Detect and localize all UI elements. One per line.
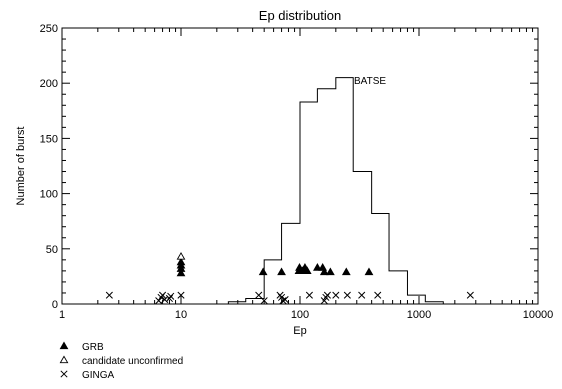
candidate-unconfirmed-point bbox=[176, 252, 186, 260]
ginga-point bbox=[157, 293, 165, 301]
x-tick-label: 10000 bbox=[523, 309, 554, 321]
grb-point bbox=[326, 267, 335, 276]
x-axis: 1 10 100 1000 10000 bbox=[59, 28, 553, 321]
ginga-point bbox=[279, 297, 287, 305]
ginga-point bbox=[177, 291, 185, 299]
grb-point bbox=[313, 263, 322, 271]
y-tick-label: 250 bbox=[40, 23, 58, 35]
x-tick-label: 10 bbox=[175, 309, 187, 321]
batse-histogram bbox=[227, 77, 462, 305]
y-axis: 0 50 100 150 200 250 bbox=[40, 23, 538, 311]
chart-title: Ep distribution bbox=[259, 8, 341, 23]
y-tick-label: 200 bbox=[40, 78, 58, 90]
ginga-point bbox=[155, 297, 163, 305]
grb-point bbox=[302, 266, 312, 275]
y-tick-label: 100 bbox=[40, 189, 58, 201]
ginga-point bbox=[332, 291, 340, 299]
ginga-point bbox=[159, 291, 167, 299]
grb-legend-marker bbox=[59, 341, 69, 350]
ginga-point bbox=[165, 294, 174, 303]
ginga-point bbox=[167, 292, 175, 300]
ginga-legend-label: GINGA bbox=[82, 370, 115, 381]
grb-legend-label: GRB bbox=[82, 342, 104, 353]
ginga-point bbox=[255, 291, 263, 299]
ginga-legend-marker bbox=[60, 370, 68, 378]
legend: GRB candidate unconfirmed GINGA bbox=[59, 341, 183, 381]
ginga-point bbox=[305, 291, 313, 299]
ginga-point bbox=[358, 291, 366, 299]
y-axis-label: Number of burst bbox=[15, 127, 27, 206]
ginga-point bbox=[105, 291, 113, 299]
ginga-point bbox=[374, 291, 382, 299]
data-markers bbox=[105, 252, 474, 305]
grb-point bbox=[176, 257, 186, 266]
y-tick-label: 150 bbox=[40, 133, 58, 145]
grb-point bbox=[176, 268, 186, 277]
candidate-unconfirmed-legend-label: candidate unconfirmed bbox=[82, 356, 183, 367]
batse-annotation: BATSE bbox=[354, 76, 386, 87]
x-tick-label: 1000 bbox=[407, 309, 431, 321]
ginga-point bbox=[343, 291, 351, 299]
x-tick-label: 100 bbox=[291, 309, 309, 321]
candidate-unconfirmed-legend-marker bbox=[59, 355, 69, 364]
ginga-point bbox=[260, 297, 268, 305]
grb-point bbox=[258, 267, 268, 276]
y-tick-label: 50 bbox=[46, 244, 58, 256]
grb-point bbox=[319, 267, 329, 276]
grb-point bbox=[277, 267, 286, 276]
grb-point bbox=[364, 267, 374, 276]
ginga-point bbox=[281, 296, 289, 304]
grb-point bbox=[341, 267, 351, 276]
x-tick-label: 1 bbox=[59, 309, 65, 321]
y-tick-label: 0 bbox=[52, 299, 58, 311]
ginga-point bbox=[323, 291, 331, 299]
x-axis-label: Ep bbox=[293, 325, 306, 337]
ginga-point bbox=[466, 291, 474, 299]
